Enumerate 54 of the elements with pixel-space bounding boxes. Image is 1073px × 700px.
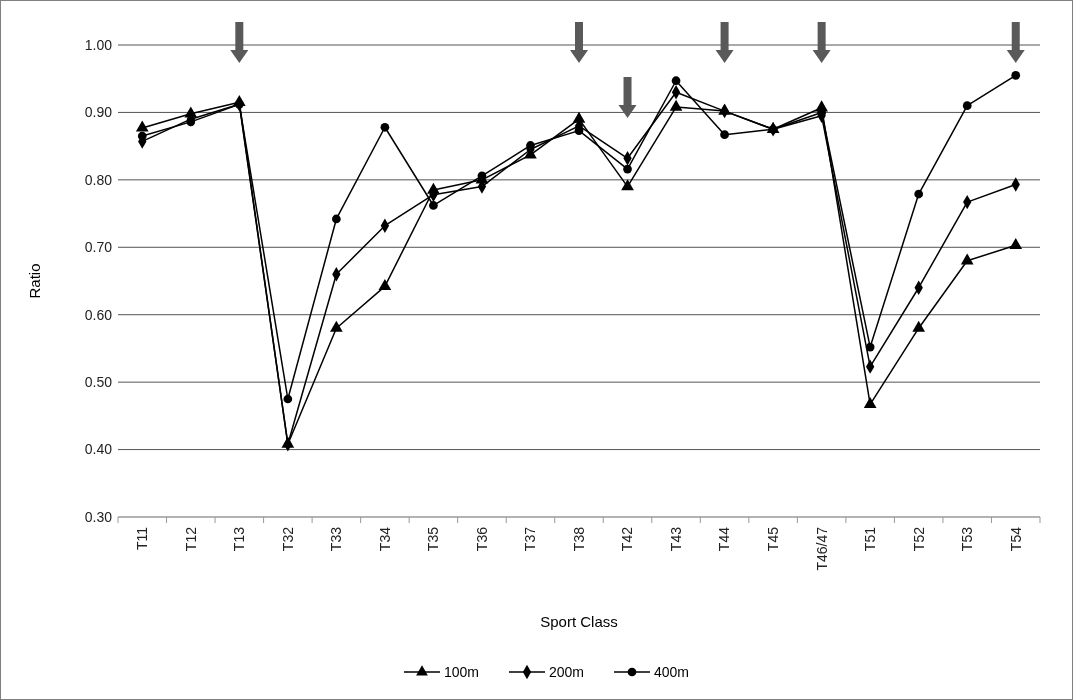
point	[330, 320, 343, 332]
point	[623, 164, 632, 174]
x-tick-label: T38	[570, 526, 587, 552]
x-tick-label: T13	[231, 526, 248, 552]
y-tick-label: 0.30	[84, 508, 113, 525]
point	[283, 394, 293, 404]
point	[378, 279, 392, 291]
point	[863, 397, 877, 409]
x-tick-label: T34	[376, 526, 393, 552]
x-tick-label: T36	[473, 526, 490, 552]
x-tick-label: T52	[910, 526, 927, 552]
x-tick-label: T46/47	[813, 526, 830, 571]
point	[669, 99, 683, 111]
x-tick-label: T37	[522, 526, 539, 552]
y-tick-label: 0.40	[84, 441, 113, 458]
x-tick-label: T51	[862, 526, 879, 552]
x-tick-label: T12	[182, 526, 199, 552]
point	[429, 201, 438, 210]
x-tick-label: T54	[1007, 526, 1024, 552]
point	[962, 101, 972, 111]
point	[914, 189, 924, 199]
x-tick-label: T33	[328, 526, 345, 552]
point	[574, 126, 584, 135]
point	[720, 130, 729, 140]
point	[865, 342, 875, 352]
x-tick-label: T45	[765, 526, 782, 552]
y-tick-label: 0.90	[84, 104, 113, 121]
point	[380, 122, 390, 132]
x-tick-label: T32	[279, 526, 296, 552]
x-tick-label: T35	[425, 526, 442, 552]
y-axis-title: Ratio	[26, 263, 43, 299]
legend-label: 200m	[549, 663, 585, 680]
y-tick-label: 0.70	[84, 239, 113, 256]
y-tick-label: 0.80	[84, 171, 113, 188]
x-tick-label: T43	[667, 526, 684, 552]
point	[332, 214, 341, 224]
y-tick-label: 0.50	[84, 374, 113, 391]
point	[671, 76, 681, 86]
point	[960, 253, 974, 265]
y-tick-label: 1.00	[84, 36, 113, 53]
x-axis-title: Sport Class	[540, 613, 618, 630]
point	[621, 179, 634, 191]
legend-label: 100m	[444, 663, 480, 680]
legend-label: 400m	[654, 663, 690, 680]
point	[912, 320, 926, 332]
y-tick-label: 0.60	[84, 306, 113, 323]
point	[1011, 70, 1021, 80]
x-tick-label: T44	[716, 526, 733, 552]
point	[1009, 237, 1023, 249]
x-tick-label: T42	[619, 526, 636, 552]
x-tick-label: T11	[134, 526, 151, 551]
point	[137, 131, 147, 141]
point	[135, 120, 149, 132]
x-tick-label: T53	[959, 526, 976, 552]
